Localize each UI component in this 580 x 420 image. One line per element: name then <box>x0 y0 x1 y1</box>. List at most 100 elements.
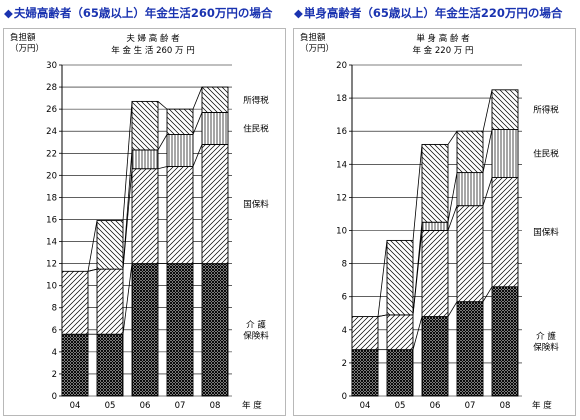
x-axis-label: 年 度 <box>532 400 552 411</box>
y-tick-label: 14 <box>46 238 57 248</box>
bar-segment <box>456 301 484 397</box>
y-tick-label: 22 <box>46 149 57 159</box>
x-tick-label: 07 <box>465 401 476 411</box>
x-tick-label: 06 <box>140 401 151 411</box>
connector-line <box>412 144 423 241</box>
bar-segment <box>421 230 449 318</box>
diamond-icon: ◆ <box>294 6 303 20</box>
connector-line <box>87 220 98 272</box>
stacked-bar-chart-single: 負担額（万円） 単 身 高 齢 者年 金 220 万 円 0 2 4 6 8 10 12 14 16… <box>300 32 559 411</box>
y-tick-label: 2 <box>52 370 57 380</box>
bar-segment <box>491 286 519 397</box>
bar-segment <box>131 149 159 170</box>
bar-segment <box>201 86 229 113</box>
connector-line <box>377 314 388 317</box>
y-tick-label: 30 <box>46 61 57 71</box>
bar-segment <box>491 89 519 130</box>
series-label: 保険料 <box>533 342 559 353</box>
connector-line <box>122 101 133 221</box>
connector-line <box>192 144 203 167</box>
panel-title: ◆単身高齢者（65歳以上）年金生活220万円の場合 <box>294 5 562 21</box>
y-tick-label: 18 <box>46 193 57 203</box>
chart-frame <box>293 28 576 416</box>
y-tick-label: 10 <box>336 227 347 237</box>
y-tick-label: 4 <box>342 326 347 336</box>
bar-segment <box>201 111 229 145</box>
y-tick-label: 8 <box>342 260 347 270</box>
chart-subtitle: 年 金 生 活 260 万 円 <box>111 45 194 56</box>
y-tick-label: 26 <box>46 105 57 115</box>
connector-line <box>412 222 423 315</box>
bar-segment <box>351 349 379 397</box>
connector-line <box>482 89 493 132</box>
connector-line <box>482 177 493 206</box>
bar-segment <box>61 270 89 335</box>
y-tick-label: 0 <box>52 392 57 402</box>
connector-line <box>157 101 168 110</box>
bar-segment <box>201 263 229 397</box>
x-tick-label: 04 <box>360 401 371 411</box>
series-label: 住民税 <box>243 123 269 134</box>
connector-line <box>447 130 458 145</box>
bar-segment <box>386 239 414 316</box>
y-tick-label: 12 <box>336 193 347 203</box>
connector-line <box>157 134 168 151</box>
connector-line <box>157 166 168 170</box>
y-tick-label: 16 <box>336 127 347 137</box>
panel-title-text: 夫婦高齢者（65歳以上）年金生活260万円の場合 <box>13 6 273 20</box>
connector-line <box>87 268 98 272</box>
bar-segment <box>386 349 414 397</box>
panel-title: ◆夫婦高齢者（65歳以上）年金生活260万円の場合 <box>4 5 272 21</box>
bar-segment <box>166 108 194 135</box>
series-label: 所得税 <box>243 95 269 106</box>
y-axis-label: （万円） <box>300 43 334 54</box>
connector-line <box>447 301 458 317</box>
bar-segment <box>61 333 89 397</box>
y-tick-label: 6 <box>52 326 57 336</box>
bar-segment <box>491 129 519 178</box>
bar-segment <box>96 333 124 397</box>
connector-line <box>377 240 388 317</box>
y-tick-label: 0 <box>342 392 347 402</box>
panel-single: ◆単身高齢者（65歳以上）年金生活220万円の場合 負担額 （万円） 単 身 高 齢… <box>290 0 580 420</box>
bar-segment <box>456 205 484 303</box>
x-tick-label: 05 <box>395 401 406 411</box>
x-axis-label: 年 度 <box>242 400 262 411</box>
bar-segment <box>421 221 449 231</box>
chart-subtitle: 夫 婦 高 齢 者 <box>126 33 180 44</box>
bar-segment <box>201 143 229 265</box>
y-axis-label: 負担額 <box>10 32 36 43</box>
bar-segment <box>131 168 159 265</box>
series-label: 国保料 <box>243 199 269 210</box>
bar-segment <box>166 166 194 265</box>
bar-segment <box>386 314 414 351</box>
connector-line <box>482 286 493 302</box>
panel-couple: ◆夫婦高齢者（65歳以上）年金生活260万円の場合 負担額 （万円） 夫 婦 高 齢… <box>3 5 286 416</box>
series-label: 所得税 <box>533 105 559 116</box>
y-tick-label: 12 <box>46 260 57 270</box>
x-tick-label: 04 <box>70 401 81 411</box>
y-tick-label: 14 <box>336 160 347 170</box>
y-tick-label: 16 <box>46 215 57 225</box>
x-tick-label: 08 <box>500 401 511 411</box>
y-tick-label: 8 <box>52 304 57 314</box>
bar-segment <box>131 100 159 151</box>
diamond-icon: ◆ <box>4 6 13 20</box>
chart-frame <box>3 28 286 416</box>
connector-line <box>192 112 203 135</box>
y-tick-label: 10 <box>46 282 57 292</box>
x-tick-label: 08 <box>210 401 221 411</box>
y-tick-label: 20 <box>336 61 347 71</box>
y-axis-label: 負担額 <box>300 32 326 43</box>
series-label: 介 護 <box>246 319 266 330</box>
chart-subtitle: 年 金 220 万 円 <box>412 45 473 56</box>
y-tick-label: 4 <box>52 348 57 358</box>
series-label: 住民税 <box>533 149 559 160</box>
x-tick-label: 05 <box>105 401 116 411</box>
stacked-bar-chart-couple: 負担額（万円）夫 婦 高 齢 者年 金 生 活 260 万 円024681012… <box>10 32 269 411</box>
bar-segment <box>96 220 124 270</box>
connector-line <box>482 129 493 173</box>
bar-segment <box>491 177 519 288</box>
y-tick-label: 6 <box>342 293 347 303</box>
panel-title-text: 単身高齢者（65歳以上）年金生活220万円の場合 <box>303 6 563 20</box>
